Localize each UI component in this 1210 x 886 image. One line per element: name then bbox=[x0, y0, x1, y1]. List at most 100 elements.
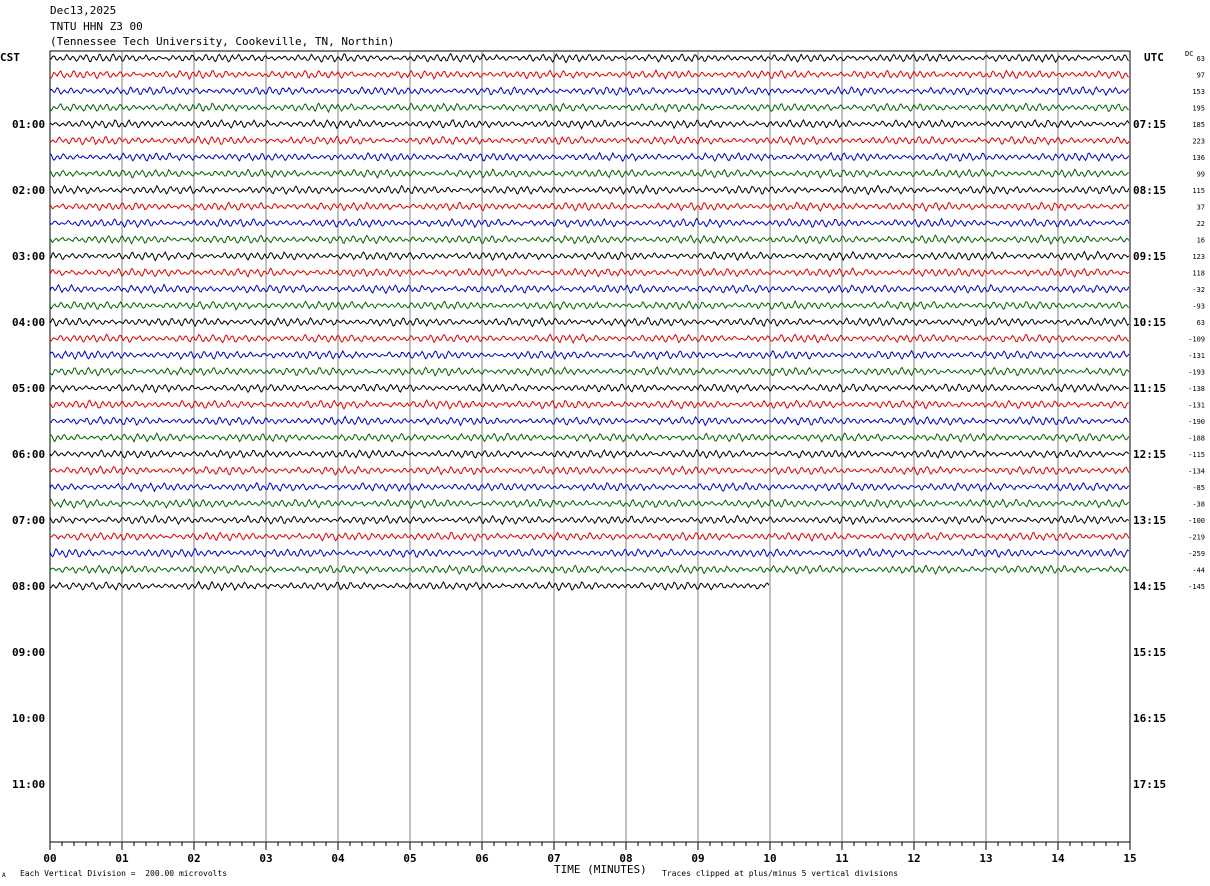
x-tick-label: 04 bbox=[331, 852, 345, 865]
x-tick-label: 00 bbox=[43, 852, 56, 865]
right-hour-label: 11:15 bbox=[1133, 382, 1166, 395]
seismic-trace bbox=[49, 432, 1130, 443]
seismic-trace bbox=[49, 151, 1130, 162]
dc-offset-label: -134 bbox=[1188, 468, 1205, 476]
seismic-trace bbox=[49, 366, 1130, 377]
clip-note: Traces clipped at plus/minus 5 vertical … bbox=[662, 869, 899, 878]
dc-offset-label: 153 bbox=[1192, 88, 1205, 96]
seismic-trace bbox=[49, 85, 1130, 97]
left-hour-label: 07:00 bbox=[12, 514, 45, 527]
x-tick-label: 12 bbox=[907, 852, 920, 865]
right-hour-label: 09:15 bbox=[1133, 250, 1166, 263]
header-location: (Tennessee Tech University, Cookeville, … bbox=[50, 35, 395, 48]
dc-offset-label: 123 bbox=[1192, 253, 1205, 261]
right-hour-label: 07:15 bbox=[1133, 118, 1166, 131]
dc-offset-label: 63 bbox=[1197, 55, 1205, 63]
seismic-trace bbox=[49, 580, 770, 592]
x-tick-label: 13 bbox=[979, 852, 992, 865]
dc-offset-label: 22 bbox=[1197, 220, 1205, 228]
right-hour-label: 14:15 bbox=[1133, 580, 1166, 593]
right-hour-label: 15:15 bbox=[1133, 646, 1166, 659]
right-hour-label: 16:15 bbox=[1133, 712, 1166, 725]
dc-offset-label: -32 bbox=[1192, 286, 1205, 294]
dc-offset-label: 115 bbox=[1192, 187, 1205, 195]
seismic-trace bbox=[49, 498, 1130, 510]
dc-offset-label: -193 bbox=[1188, 369, 1205, 377]
seismic-trace bbox=[49, 267, 1130, 278]
scale-note: Each Vertical Division = 200.00 microvol… bbox=[20, 869, 228, 878]
seismic-trace bbox=[49, 234, 1130, 245]
dc-offset-label: -109 bbox=[1188, 336, 1205, 344]
left-hour-label: 05:00 bbox=[12, 382, 45, 395]
dc-offset-label: -145 bbox=[1188, 583, 1205, 591]
left-hour-label: 01:00 bbox=[12, 118, 45, 131]
x-tick-label: 06 bbox=[475, 852, 489, 865]
seismic-trace bbox=[49, 531, 1130, 542]
seismic-trace bbox=[49, 201, 1129, 213]
x-tick-label: 09 bbox=[691, 852, 704, 865]
right-hour-label: 12:15 bbox=[1133, 448, 1166, 461]
left-hour-label: 09:00 bbox=[12, 646, 45, 659]
x-axis-title: TIME (MINUTES) bbox=[554, 863, 647, 876]
header-station: TNTU HHN Z3 00 bbox=[50, 20, 143, 33]
left-hour-label: 06:00 bbox=[12, 448, 45, 461]
dc-offset-label: 195 bbox=[1192, 105, 1205, 113]
x-tick-label: 02 bbox=[187, 852, 200, 865]
right-hour-label: 10:15 bbox=[1133, 316, 1166, 329]
dc-offset-label: 16 bbox=[1197, 237, 1205, 245]
seismic-trace bbox=[49, 168, 1129, 179]
x-tick-label: 01 bbox=[115, 852, 129, 865]
seismic-trace bbox=[49, 383, 1130, 394]
dc-offset-label: -115 bbox=[1188, 451, 1205, 459]
left-hour-label: 02:00 bbox=[12, 184, 45, 197]
seismic-trace bbox=[49, 514, 1130, 526]
dc-offset-label: -259 bbox=[1188, 550, 1205, 558]
x-tick-label: 15 bbox=[1123, 852, 1136, 865]
dc-offset-label: 185 bbox=[1192, 121, 1205, 129]
dc-offset-label: -131 bbox=[1188, 352, 1205, 360]
left-hour-label: 11:00 bbox=[12, 778, 45, 791]
dc-offset-label: 99 bbox=[1197, 171, 1205, 179]
dc-offset-label: -138 bbox=[1188, 385, 1205, 393]
seismic-trace bbox=[49, 184, 1130, 196]
x-tick-label: 14 bbox=[1051, 852, 1065, 865]
seismic-trace bbox=[49, 316, 1130, 328]
dc-offset-label: -93 bbox=[1192, 303, 1205, 311]
seismic-trace bbox=[49, 135, 1130, 146]
plot-frame bbox=[49, 50, 1131, 843]
seismic-trace bbox=[49, 563, 1130, 576]
dc-offset-label: -219 bbox=[1188, 534, 1205, 542]
dc-offset-label: 37 bbox=[1197, 204, 1205, 212]
left-timezone-label: CST bbox=[0, 51, 20, 64]
right-timezone-label: UTC bbox=[1144, 51, 1164, 64]
seismic-trace bbox=[49, 481, 1130, 493]
seismic-trace bbox=[49, 52, 1130, 64]
dc-offset-label: -190 bbox=[1188, 418, 1205, 426]
seismic-trace bbox=[49, 399, 1129, 410]
dc-offset-label: -131 bbox=[1188, 402, 1205, 410]
left-hour-label: 08:00 bbox=[12, 580, 45, 593]
x-tick-label: 05 bbox=[403, 852, 416, 865]
seismic-trace bbox=[49, 250, 1130, 262]
dc-offset-label: -38 bbox=[1192, 501, 1205, 509]
right-hour-label: 13:15 bbox=[1133, 514, 1166, 527]
seismic-trace bbox=[49, 119, 1130, 130]
seismic-trace bbox=[49, 547, 1130, 559]
left-hour-label: 04:00 bbox=[12, 316, 45, 329]
seismic-trace bbox=[49, 448, 1130, 459]
dc-offset-label: -100 bbox=[1188, 517, 1205, 525]
right-hour-label: 17:15 bbox=[1133, 778, 1166, 791]
seismic-trace bbox=[49, 69, 1130, 80]
corner-mark: A bbox=[2, 872, 6, 879]
dc-offset-label: -188 bbox=[1188, 435, 1205, 443]
dc-offset-label: 118 bbox=[1192, 270, 1205, 278]
header-date: Dec13,2025 bbox=[50, 4, 117, 17]
x-tick-label: 10 bbox=[763, 852, 776, 865]
x-tick-label: 07 bbox=[547, 852, 560, 865]
dc-offset-label: 63 bbox=[1197, 319, 1205, 327]
x-tick-label: 03 bbox=[259, 852, 272, 865]
seismic-trace bbox=[49, 299, 1130, 311]
seismic-trace bbox=[49, 217, 1130, 229]
seismic-trace bbox=[49, 349, 1130, 361]
